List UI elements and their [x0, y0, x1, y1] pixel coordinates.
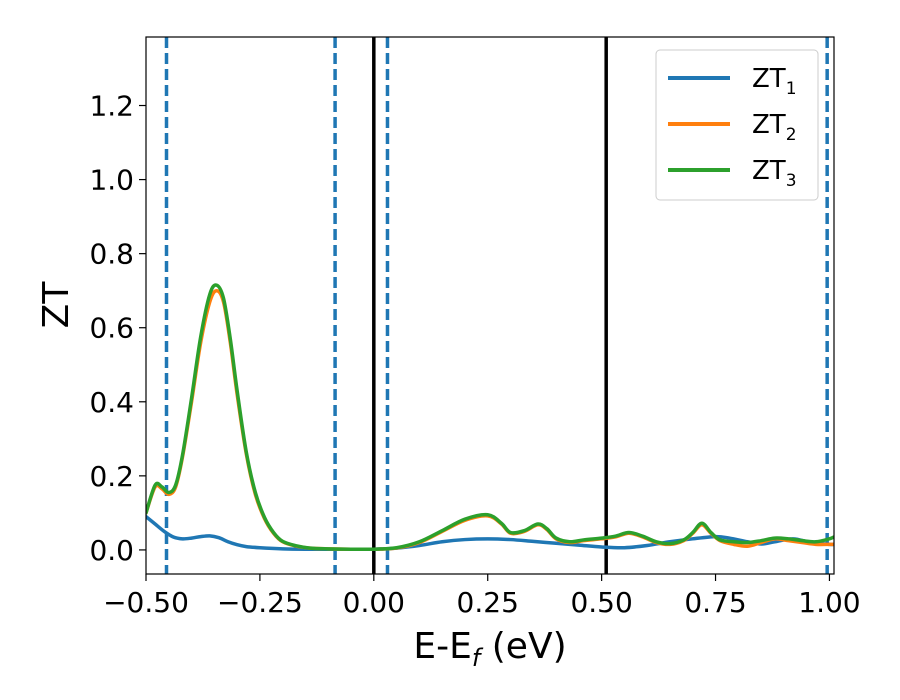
- x-axis-title-unit: (eV): [480, 626, 566, 667]
- x-tick-label: 1.00: [798, 586, 860, 619]
- legend-entry-zt2: ZT2: [668, 110, 797, 145]
- legend-box: [655, 49, 819, 201]
- vertical-reference-lines: [164, 37, 829, 574]
- legend-label-zt3: ZT3: [752, 156, 797, 191]
- legend-entry-zt3: ZT3: [668, 156, 797, 191]
- legend-entry-zt1: ZT1: [668, 64, 797, 99]
- y-tick-label: 0.4: [89, 386, 134, 419]
- y-tick-label: 0.0: [89, 534, 134, 567]
- y-axis: 0.0 0.2 0.4 0.6 0.8 1.0 1.2: [89, 90, 146, 567]
- y-tick-label: 0.6: [89, 312, 134, 345]
- series-line-zt1: [146, 514, 834, 552]
- x-tick-label: −0.25: [217, 586, 303, 619]
- series-line-zt3: [146, 283, 834, 552]
- x-axis-title: E-Ef (eV): [413, 626, 566, 672]
- x-tick-label: 0.50: [570, 586, 632, 619]
- x-axis: −0.50 −0.25 0.00 0.25 0.50 0.75 1.00: [103, 574, 861, 619]
- y-tick-label: 0.8: [89, 238, 134, 271]
- x-tick-label: −0.50: [103, 586, 189, 619]
- x-tick-label: 0.25: [457, 586, 519, 619]
- y-tick-label: 1.2: [89, 90, 134, 123]
- legend-label-zt1: ZT1: [752, 64, 797, 99]
- x-tick-label: 0.00: [343, 586, 405, 619]
- y-axis-title: ZT: [36, 281, 77, 329]
- series-layer: [146, 283, 834, 552]
- x-tick-label: 0.75: [684, 586, 746, 619]
- legend: ZT1 ZT2 ZT3: [655, 49, 819, 201]
- plot-frame: [145, 36, 835, 575]
- legend-label-zt2: ZT2: [752, 110, 797, 145]
- y-tick-label: 1.0: [89, 164, 134, 197]
- y-tick-label: 0.2: [89, 460, 134, 493]
- x-axis-title-main: E-E: [413, 626, 471, 667]
